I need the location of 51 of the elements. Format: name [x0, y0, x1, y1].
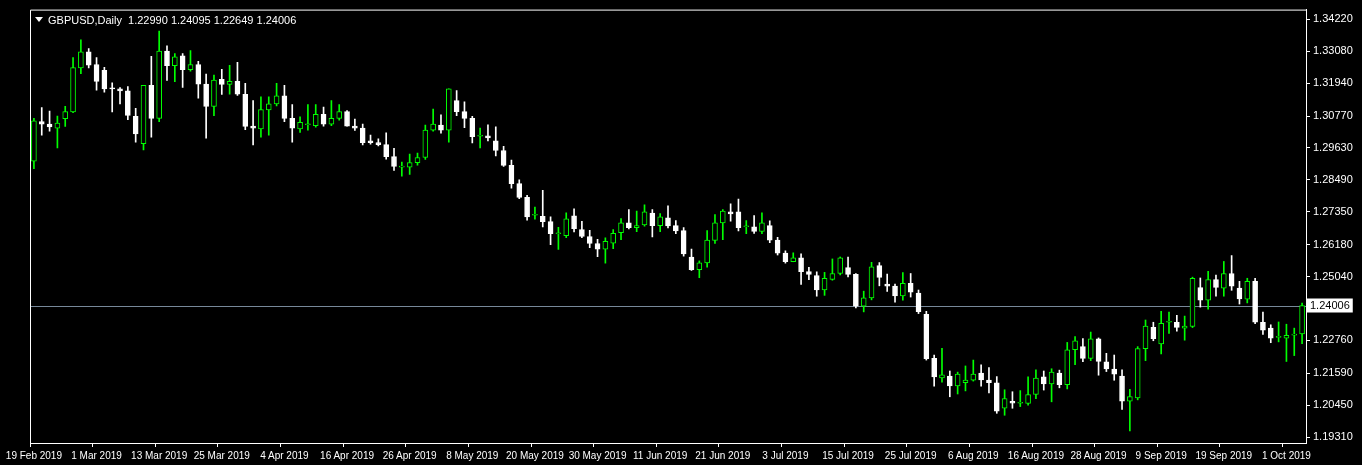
candlestick	[109, 82, 116, 113]
x-tick-label: 4 Apr 2019	[260, 449, 310, 461]
candlestick	[477, 127, 483, 149]
candlestick	[532, 206, 538, 220]
candlestick	[265, 96, 272, 136]
x-tick-label: 1 Mar 2019	[71, 449, 123, 461]
y-tick-label: 1.26180	[1313, 237, 1353, 250]
x-tick-label: 20 May 2019	[506, 449, 565, 461]
x-tick-label: 21 Jun 2019	[695, 449, 751, 461]
x-tick-label: 11 Jun 2019	[633, 449, 688, 461]
y-tick-label: 1.33080	[1313, 44, 1353, 57]
x-tick-label: 15 Jul 2019	[822, 449, 875, 461]
y-tick-label: 1.29630	[1313, 141, 1353, 154]
x-tick-label: 26 Apr 2019	[382, 449, 438, 461]
candlestick	[305, 104, 311, 131]
candlestick	[539, 189, 546, 228]
x-tick-label: 16 Aug 2019	[1007, 449, 1065, 461]
chart-title: GBPUSD,Daily 1.22990 1.24095 1.22649 1.24006	[48, 13, 297, 26]
x-tick-label: 3 Jul 2019	[762, 449, 809, 461]
x-tick-label: 6 Aug 2019	[948, 449, 1000, 461]
x-tick-label: 25 Jul 2019	[884, 449, 937, 461]
x-tick-label: 19 Feb 2019	[5, 449, 63, 461]
x-tick-label: 8 May 2019	[446, 449, 499, 461]
candlestick	[1166, 311, 1172, 334]
x-tick-label: 19 Sep 2019	[1195, 449, 1253, 461]
y-tick-label: 1.19310	[1313, 430, 1353, 443]
y-tick-label: 1.31940	[1313, 76, 1353, 89]
y-tick-label: 1.22760	[1313, 333, 1353, 346]
y-tick-label: 1.34220	[1313, 12, 1353, 25]
candlestick	[1291, 327, 1298, 356]
y-tick-label: 1.27350	[1313, 204, 1353, 217]
candlestick	[399, 161, 405, 177]
candlestick	[218, 68, 225, 95]
candlestick	[633, 210, 640, 233]
x-tick-label: 9 Sep 2019	[1135, 449, 1188, 461]
y-tick-label: 1.28490	[1313, 172, 1353, 185]
y-tick-label: 1.20450	[1313, 398, 1353, 411]
x-tick-label: 13 Mar 2019	[131, 449, 188, 461]
candlestick	[38, 107, 45, 136]
x-tick-label: 30 May 2019	[568, 449, 627, 461]
y-tick-label: 1.25040	[1313, 269, 1353, 282]
candlestick	[743, 220, 750, 235]
candlestick	[1127, 388, 1133, 432]
y-tick-label: 1.30770	[1313, 109, 1353, 122]
x-tick-label: 28 Aug 2019	[1070, 449, 1128, 461]
x-tick-label: 1 Oct 2019	[1261, 449, 1312, 461]
x-tick-label: 25 Mar 2019	[193, 449, 251, 461]
candlestick	[1017, 390, 1024, 407]
y-tick-label: 1.21590	[1313, 366, 1353, 379]
ref-line-label: 1.24006	[1310, 298, 1350, 311]
x-tick-label: 16 Apr 2019	[320, 449, 375, 461]
